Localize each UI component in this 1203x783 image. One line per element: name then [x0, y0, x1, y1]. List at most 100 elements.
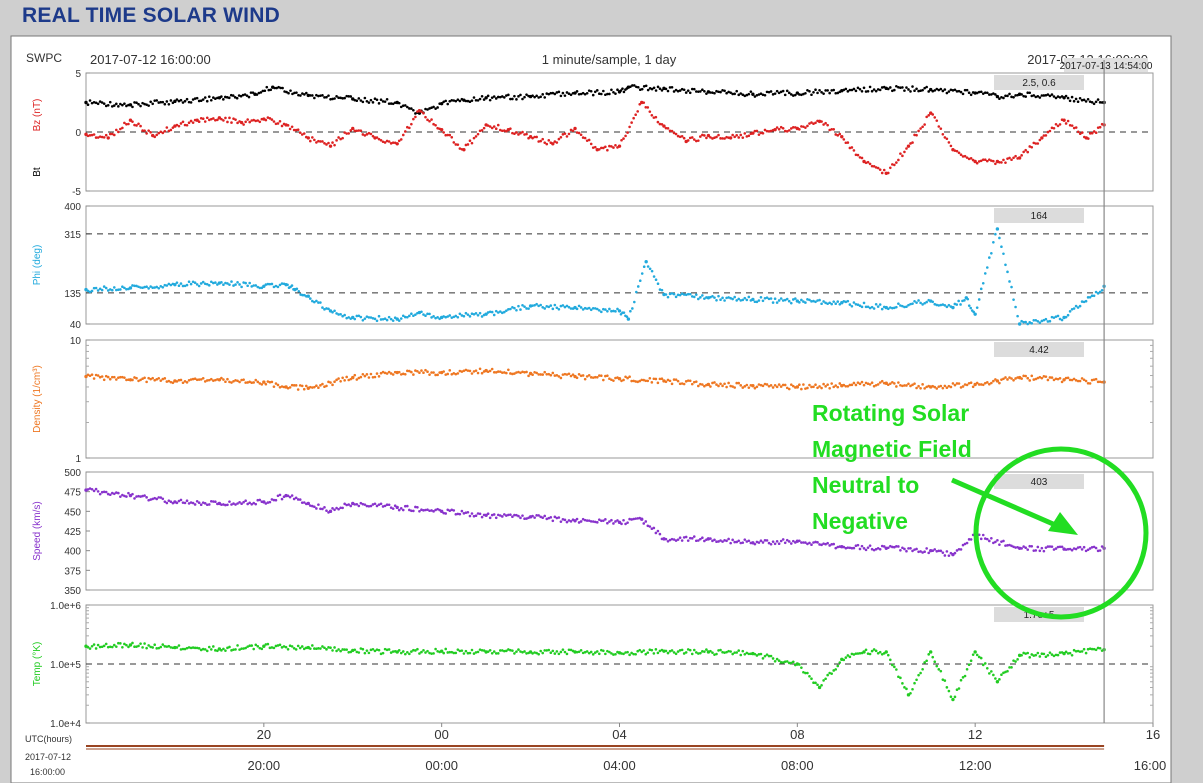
interpolated-point-bt [567, 92, 571, 95]
interpolated-point-bz [713, 136, 716, 140]
panel-frame-density [85, 339, 1154, 459]
interpolated-point-speed [94, 487, 98, 491]
interpolated-point-bt [971, 91, 975, 94]
interpolated-point-phi [121, 285, 124, 289]
interpolated-point-phi [379, 318, 383, 321]
interpolated-point-temp [389, 651, 393, 654]
interpolated-point-bz [436, 126, 439, 130]
interpolated-point-bt [195, 96, 199, 100]
interpolated-point-bz [313, 138, 316, 142]
interpolated-point-phi [992, 240, 995, 244]
interpolated-point-bt [426, 108, 429, 111]
interpolated-point-phi [377, 314, 381, 318]
interpolated-point-density [462, 369, 466, 373]
interpolated-point-density [593, 375, 597, 379]
interpolated-point-temp [820, 683, 823, 687]
interpolated-point-bz [533, 135, 536, 139]
interpolated-point-speed [719, 539, 722, 542]
interpolated-point-bz [789, 127, 793, 130]
interpolated-point-density [183, 379, 187, 383]
interpolated-point-bz [915, 133, 918, 137]
interpolated-point-bt [438, 102, 441, 105]
interpolated-point-bt [798, 93, 801, 96]
interpolated-point-bz [810, 121, 813, 124]
interpolated-point-bt [983, 91, 987, 94]
interpolated-point-temp [539, 649, 542, 653]
interpolated-point-density [931, 384, 935, 388]
interpolated-point-speed [668, 538, 672, 542]
interpolated-point-phi [367, 316, 371, 319]
interpolated-point-speed [264, 502, 268, 505]
interpolated-point-density [939, 384, 943, 388]
interpolated-point-temp [98, 645, 102, 649]
interpolated-point-bz [850, 146, 854, 149]
interpolated-point-density [688, 379, 692, 383]
interpolated-point-bt [808, 90, 811, 93]
interpolated-point-speed [460, 509, 464, 513]
interpolated-point-temp [238, 648, 241, 651]
interpolated-point-bz [903, 150, 906, 154]
data-point-bt [573, 91, 577, 95]
interpolated-point-speed [268, 500, 272, 504]
interpolated-point-bt [216, 96, 219, 100]
interpolated-point-density [290, 383, 294, 387]
interpolated-point-bt [442, 100, 445, 104]
interpolated-point-speed [302, 501, 306, 504]
interpolated-point-density [901, 384, 904, 388]
interpolated-point-bz [209, 117, 213, 121]
interpolated-point-density [216, 378, 219, 381]
interpolated-point-density [945, 386, 949, 390]
interpolated-point-phi [886, 307, 890, 311]
interpolated-point-bt [690, 87, 694, 91]
interpolated-point-speed [891, 545, 894, 549]
interpolated-point-speed [763, 539, 767, 542]
interpolated-point-phi [717, 294, 720, 298]
interpolated-point-phi [1070, 307, 1074, 311]
interpolated-point-temp [515, 650, 518, 653]
interpolated-point-speed [800, 541, 803, 544]
interpolated-point-density [276, 383, 280, 387]
interpolated-point-phi [442, 315, 445, 318]
interpolated-point-bz [547, 139, 551, 142]
interpolated-point-density [719, 382, 722, 386]
interpolated-point-temp [648, 648, 652, 652]
interpolated-point-bz [205, 116, 209, 120]
interpolated-point-density [771, 386, 775, 389]
interpolated-point-phi [108, 288, 112, 291]
interpolated-point-density [755, 385, 759, 389]
interpolated-point-phi [141, 286, 144, 290]
interpolated-point-speed [812, 541, 815, 544]
interpolated-point-density [137, 379, 140, 383]
utc-hours-label: UTC(hours) [25, 734, 72, 744]
interpolated-point-speed [992, 541, 995, 545]
interpolated-point-density [846, 385, 850, 388]
interpolated-point-bz [90, 133, 94, 137]
interpolated-point-bt [650, 87, 654, 91]
interpolated-point-speed [856, 543, 860, 547]
interpolated-point-bt [1010, 95, 1013, 99]
interpolated-point-bz [1028, 145, 1032, 148]
interpolated-point-bz [276, 122, 280, 125]
interpolated-point-bt [369, 98, 373, 102]
interpolated-point-phi [474, 312, 478, 315]
interpolated-point-bt [331, 97, 334, 101]
interpolated-point-speed [909, 546, 912, 550]
interpolated-point-bt [619, 89, 623, 92]
interpolated-point-bz [672, 131, 676, 135]
interpolated-point-speed [953, 551, 957, 555]
interpolated-point-temp [737, 649, 741, 652]
interpolated-point-bz [389, 142, 393, 145]
x-tick-label-top: 20 [257, 727, 271, 742]
interpolated-point-bz [694, 139, 698, 143]
interpolated-point-phi [832, 300, 836, 303]
data-point-phi [626, 317, 631, 321]
interpolated-point-bt [830, 89, 833, 92]
interpolated-point-speed [868, 544, 872, 547]
data-point-bt [929, 87, 933, 92]
interpolated-point-bt [587, 89, 591, 92]
interpolated-point-temp [585, 650, 589, 653]
interpolated-point-temp [195, 646, 199, 650]
interpolated-point-bt [739, 92, 743, 95]
interpolated-point-bt [1076, 100, 1080, 103]
interpolated-point-phi [460, 314, 464, 317]
